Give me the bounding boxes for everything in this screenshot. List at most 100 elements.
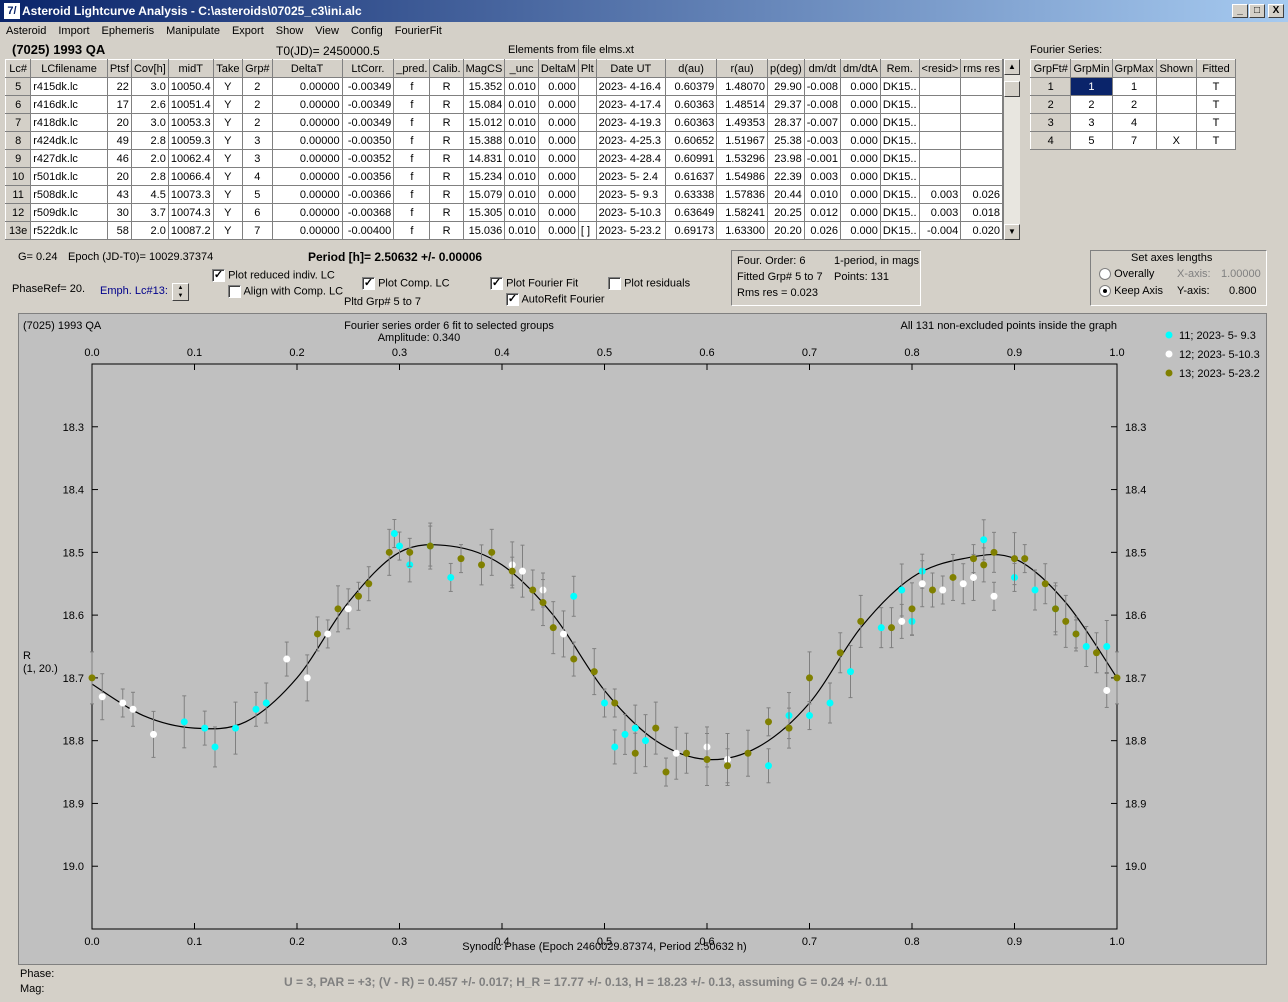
table-cell[interactable]: Y (212, 149, 244, 168)
table-row[interactable]: 7 r418dk.lc 20 3.0 10053.3 Y 2 0.00000 -0.00349 f… (5, 113, 1003, 132)
table-cell[interactable]: DK15.. (879, 185, 920, 204)
table-cell[interactable]: 49 (106, 131, 132, 150)
table-cell[interactable]: 0.00000 (271, 149, 343, 168)
column-header[interactable]: LtCorr. (341, 59, 395, 78)
table-cell[interactable]: 10062.4 (167, 149, 214, 168)
table-cell[interactable]: -0.001 (803, 149, 841, 168)
fourier-cell[interactable]: 2 (1070, 95, 1113, 114)
table-cell[interactable]: 0.63338 (664, 185, 718, 204)
fourier-row-number[interactable]: 3 (1029, 113, 1072, 132)
table-cell[interactable]: 4.5 (130, 185, 169, 204)
table-cell[interactable]: 15.012 (462, 113, 506, 132)
table-cell[interactable]: 15.388 (462, 131, 506, 150)
table-cell[interactable]: 0.000 (839, 149, 881, 168)
table-cell[interactable]: 2.6 (130, 95, 169, 114)
column-header[interactable]: Take (212, 59, 244, 78)
table-cell[interactable] (960, 131, 1003, 150)
column-header[interactable]: p(deg) (766, 59, 805, 78)
table-cell[interactable]: 0.00000 (271, 77, 343, 96)
table-scrollbar[interactable]: ▲ ▼ (1003, 59, 1020, 240)
table-cell[interactable]: 0.63649 (664, 203, 718, 222)
table-cell[interactable]: 0.026 (803, 221, 841, 240)
fourier-cell[interactable]: 1 (1111, 77, 1157, 96)
fourier-cell[interactable] (1155, 77, 1197, 96)
table-cell[interactable]: 1.48070 (716, 77, 768, 96)
table-cell[interactable]: 17 (106, 95, 132, 114)
table-cell[interactable]: DK15.. (879, 77, 920, 96)
menu-asteroid[interactable]: Asteroid (6, 25, 47, 37)
table-cell[interactable]: 15.079 (462, 185, 506, 204)
fourier-cell[interactable] (1155, 113, 1197, 132)
fourier-cell[interactable] (1155, 95, 1197, 114)
table-cell[interactable]: 15.352 (462, 77, 506, 96)
table-cell[interactable]: 2 (242, 77, 273, 96)
table-cell[interactable]: 2023- 4-16.4 (595, 77, 666, 96)
table-cell[interactable]: R (429, 113, 464, 132)
table-cell[interactable]: f (393, 149, 431, 168)
table-cell[interactable]: 20 (106, 113, 132, 132)
table-cell[interactable]: f (393, 203, 431, 222)
table-cell[interactable]: 0.010 (504, 203, 539, 222)
table-cell[interactable]: DK15.. (879, 95, 920, 114)
table-cell[interactable]: r418dk.lc (30, 113, 108, 132)
table-cell[interactable]: -0.00349 (341, 77, 395, 96)
column-header[interactable]: rms res (960, 59, 1003, 78)
table-cell[interactable]: DK15.. (879, 203, 920, 222)
table-cell[interactable] (577, 167, 597, 186)
table-cell[interactable]: Y (212, 77, 244, 96)
column-header[interactable]: dm/dt (803, 59, 841, 78)
table-cell[interactable]: 0.00000 (271, 95, 343, 114)
table-cell[interactable]: 0.018 (960, 203, 1003, 222)
table-cell[interactable]: 22 (106, 77, 132, 96)
table-cell[interactable]: 0.61637 (664, 167, 718, 186)
table-cell[interactable]: 10074.3 (167, 203, 214, 222)
menu-show[interactable]: Show (275, 25, 304, 37)
y-axis-value[interactable]: 0.800 (1229, 285, 1257, 297)
table-cell[interactable]: f (393, 77, 431, 96)
table-cell[interactable]: 0.60652 (664, 131, 718, 150)
fourier-row-number[interactable]: 2 (1029, 95, 1072, 114)
column-header[interactable]: r(au) (716, 59, 768, 78)
table-cell[interactable]: Y (212, 203, 244, 222)
table-cell[interactable]: r415dk.lc (30, 77, 108, 96)
table-cell[interactable]: 1.48514 (716, 95, 768, 114)
table-cell[interactable]: 15.234 (462, 167, 506, 186)
table-cell[interactable]: 2023- 5-10.3 (595, 203, 666, 222)
plot-fourier-checkbox[interactable]: ✓ Plot Fourier Fit (490, 277, 579, 290)
row-number[interactable]: 6 (5, 95, 32, 114)
table-cell[interactable]: 30 (106, 203, 132, 222)
table-cell[interactable] (960, 167, 1003, 186)
table-cell[interactable]: -0.00350 (341, 131, 395, 150)
table-cell[interactable]: -0.003 (803, 131, 841, 150)
table-cell[interactable]: R (429, 131, 464, 150)
table-cell[interactable]: DK15.. (879, 221, 920, 240)
table-cell[interactable]: 0.010 (504, 131, 539, 150)
column-header[interactable]: Cov[h] (130, 59, 169, 78)
column-header[interactable]: LCfilename (30, 59, 108, 78)
table-cell[interactable]: 0.000 (537, 95, 579, 114)
table-cell[interactable] (960, 77, 1003, 96)
fourier-cell[interactable]: 4 (1111, 113, 1157, 132)
table-cell[interactable]: 28.37 (766, 113, 805, 132)
table-cell[interactable] (577, 203, 597, 222)
table-cell[interactable]: 0.000 (839, 221, 881, 240)
table-cell[interactable]: 29.90 (766, 77, 805, 96)
table-cell[interactable]: 0.00000 (271, 113, 343, 132)
table-cell[interactable]: Y (212, 95, 244, 114)
table-cell[interactable]: 0.00000 (271, 131, 343, 150)
menu-import[interactable]: Import (58, 25, 90, 37)
table-cell[interactable]: 10059.3 (167, 131, 214, 150)
table-cell[interactable]: 0.000 (537, 131, 579, 150)
plot-comp-checkbox[interactable]: ✓ Plot Comp. LC (362, 277, 450, 290)
table-cell[interactable] (918, 131, 962, 150)
table-cell[interactable]: 0.003 (918, 203, 962, 222)
table-row[interactable]: 11 r508dk.lc 43 4.5 10073.3 Y 5 0.00000 -0.00366… (5, 185, 1003, 204)
table-cell[interactable]: 29.37 (766, 95, 805, 114)
row-number[interactable]: 10 (5, 167, 32, 186)
table-cell[interactable]: r509dk.lc (30, 203, 108, 222)
table-cell[interactable]: 0.000 (839, 185, 881, 204)
table-cell[interactable]: 25.38 (766, 131, 805, 150)
table-cell[interactable]: 1.54986 (716, 167, 768, 186)
